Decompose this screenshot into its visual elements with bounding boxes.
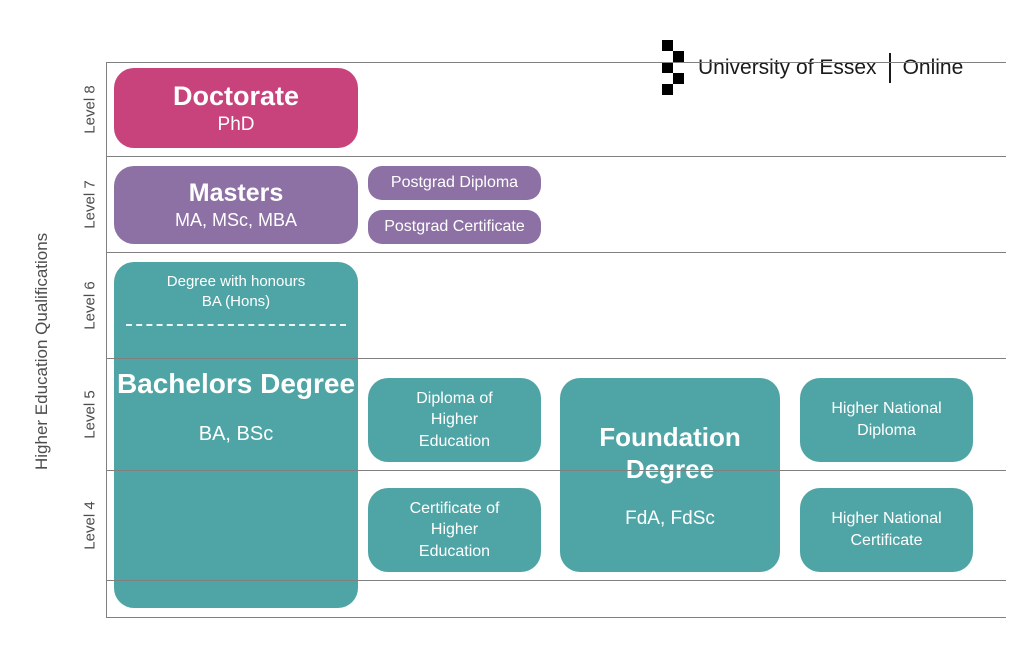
bachelors-sub: BA, BSc xyxy=(114,423,358,446)
block-pg-cert: Postgrad Certificate xyxy=(368,210,541,244)
level-label-4: Level 4 xyxy=(82,496,99,556)
doctorate-sub: PhD xyxy=(218,114,255,136)
block-foundation: Foundation Degree FdA, FdSc xyxy=(560,378,780,572)
block-hnc: Higher NationalCertificate xyxy=(800,488,973,572)
bachelors-honours-label: Degree with honours BA (Hons) xyxy=(114,272,358,311)
logo-online-text: Online xyxy=(903,56,964,80)
level-label-7: Level 7 xyxy=(82,175,99,235)
hnd-title: Higher NationalDiploma xyxy=(831,398,941,441)
gridline-6 xyxy=(106,252,1006,253)
gridline-b2 xyxy=(106,617,1006,618)
bachelors-honours-line2: BA (Hons) xyxy=(202,293,270,310)
certhe-title: Certificate ofHigherEducation xyxy=(410,498,500,563)
doctorate-title: Doctorate xyxy=(173,81,299,112)
diagram-canvas: University of Essex Online Higher Educat… xyxy=(0,0,1024,660)
block-doctorate: Doctorate PhD xyxy=(114,68,358,148)
masters-title: Masters xyxy=(189,179,284,208)
gridline-5 xyxy=(106,358,1006,359)
checker-icon xyxy=(662,40,684,95)
university-logo: University of Essex Online xyxy=(662,40,963,95)
gridline-top-8 xyxy=(106,62,1006,63)
pg-diploma-title: Postgrad Diploma xyxy=(391,174,518,192)
level-label-5: Level 5 xyxy=(82,385,99,445)
bachelors-dashed-separator xyxy=(126,324,346,326)
gridline-vertical-left xyxy=(106,62,107,617)
block-certhe: Certificate ofHigherEducation xyxy=(368,488,541,572)
diphe-title: Diploma ofHigherEducation xyxy=(416,388,492,453)
block-masters: Masters MA, MSc, MBA xyxy=(114,166,358,244)
level-label-6: Level 6 xyxy=(82,276,99,336)
foundation-sub: FdA, FdSc xyxy=(625,508,715,530)
block-hnd: Higher NationalDiploma xyxy=(800,378,973,462)
y-axis-title: Higher Education Qualifications xyxy=(32,233,52,470)
gridline-b1 xyxy=(106,580,1006,581)
block-pg-diploma: Postgrad Diploma xyxy=(368,166,541,200)
logo-separator xyxy=(889,53,891,83)
block-bachelors: Degree with honours BA (Hons) Bachelors … xyxy=(114,262,358,608)
bachelors-honours-line1: Degree with honours xyxy=(167,273,305,290)
gridline-7 xyxy=(106,156,1006,157)
gridline-4 xyxy=(106,470,1006,471)
foundation-title: Foundation Degree xyxy=(568,421,772,486)
level-label-8: Level 8 xyxy=(82,80,99,140)
block-diphe: Diploma ofHigherEducation xyxy=(368,378,541,462)
masters-sub: MA, MSc, MBA xyxy=(175,210,297,231)
hnc-title: Higher NationalCertificate xyxy=(831,508,941,551)
pg-cert-title: Postgrad Certificate xyxy=(384,218,525,236)
bachelors-title: Bachelors Degree xyxy=(114,367,358,401)
logo-university-text: University of Essex xyxy=(698,56,877,80)
